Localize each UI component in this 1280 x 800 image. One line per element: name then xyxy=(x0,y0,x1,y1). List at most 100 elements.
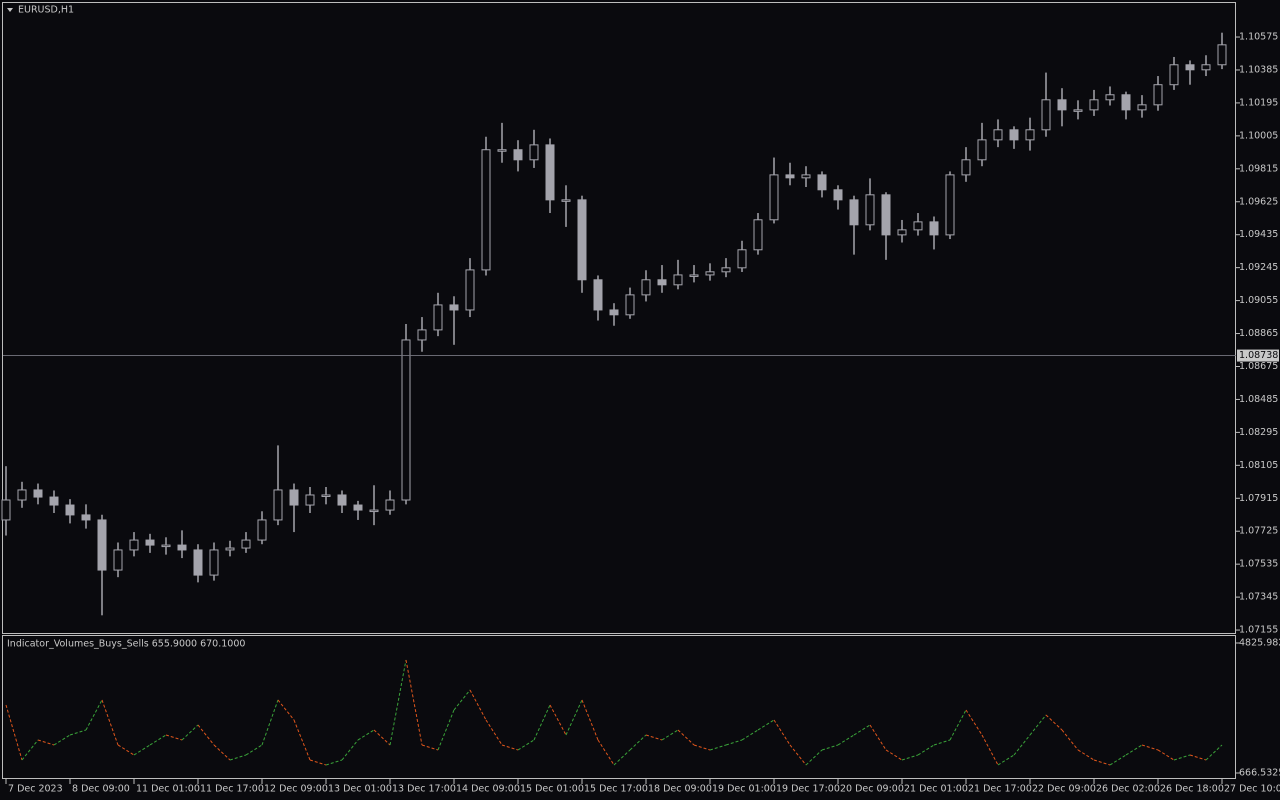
candle-body xyxy=(225,547,235,551)
indicator-segment xyxy=(1061,729,1079,751)
candle-body xyxy=(1105,94,1115,101)
y-tick-label: 1.07345 xyxy=(1239,592,1278,603)
y-tick-label: 1.09245 xyxy=(1239,262,1278,273)
main-pane-frame xyxy=(2,2,1236,634)
indicator-segment xyxy=(1173,754,1191,761)
x-tick-label: 19 Dec 17:00 xyxy=(776,784,840,795)
x-tick-label: 15 Dec 01:00 xyxy=(520,784,584,795)
candle-body xyxy=(1185,64,1195,71)
candle-body xyxy=(353,504,363,511)
indicator-segment xyxy=(21,739,39,761)
candle-body xyxy=(1153,84,1163,106)
indicator-segment xyxy=(1077,749,1095,761)
indicator-segment xyxy=(597,739,615,766)
candle-body xyxy=(657,279,667,286)
indicator-segment xyxy=(1157,749,1175,761)
y-tick-label: 1.08295 xyxy=(1239,427,1278,438)
indicator-segment xyxy=(693,744,711,751)
candle-body xyxy=(513,149,523,161)
candle-body xyxy=(833,189,843,201)
candle-body xyxy=(929,221,939,236)
indicator-segment xyxy=(197,724,215,746)
indicator-segment xyxy=(69,729,87,736)
indicator-segment xyxy=(245,744,263,756)
indicator-segment xyxy=(757,719,775,731)
y-tick-label: 1.07915 xyxy=(1239,493,1278,504)
y-tick-label: 1.10005 xyxy=(1239,130,1278,141)
x-tick-label: 12 Dec 09:00 xyxy=(264,784,328,795)
y-tick-label: 666.5325 xyxy=(1239,768,1280,779)
candle-body xyxy=(881,194,891,236)
candle-body xyxy=(641,279,651,296)
x-tick-label: 22 Dec 09:00 xyxy=(1032,784,1096,795)
candle-body xyxy=(337,494,347,506)
indicator-segment xyxy=(229,754,247,761)
candle-body xyxy=(65,504,75,516)
candle-body xyxy=(849,199,859,226)
indicator-segment xyxy=(277,699,295,721)
indicator-segment xyxy=(501,744,519,751)
indicator-segment xyxy=(309,759,327,766)
x-tick-label: 18 Dec 09:00 xyxy=(648,784,712,795)
indicator-segment xyxy=(725,739,743,746)
y-tick-label: 1.09055 xyxy=(1239,295,1278,306)
y-tick-label: 1.07535 xyxy=(1239,559,1278,570)
indicator-segment xyxy=(901,754,919,761)
candle-body xyxy=(625,294,635,316)
candle-body xyxy=(945,174,955,236)
y-tick-label: 1.08865 xyxy=(1239,328,1278,339)
x-tick-label: 13 Dec 17:00 xyxy=(392,784,456,795)
candle-body xyxy=(961,159,971,176)
candle-body xyxy=(1073,109,1083,112)
candle-body xyxy=(401,339,411,501)
x-tick-label: 8 Dec 09:00 xyxy=(72,784,130,795)
indicator-pane-frame xyxy=(2,635,1236,779)
indicator-segment xyxy=(1013,734,1031,756)
candle-body xyxy=(321,494,331,497)
candle-body xyxy=(801,174,811,179)
candle-body xyxy=(161,544,171,548)
candle-body xyxy=(1,499,11,521)
indicator-segment xyxy=(261,699,279,746)
candle-body xyxy=(177,544,187,551)
indicator-segment xyxy=(149,734,167,746)
candle-body xyxy=(33,489,43,498)
indicator-segment xyxy=(709,744,727,751)
indicator-segment xyxy=(645,734,663,741)
indicator-segment xyxy=(1045,714,1063,731)
candle-body xyxy=(449,304,459,311)
indicator-segment xyxy=(1205,744,1223,761)
candle-body xyxy=(385,499,395,511)
candle-body xyxy=(993,129,1003,141)
candle-body xyxy=(289,489,299,506)
indicator-segment xyxy=(613,749,631,766)
indicator-segment xyxy=(53,734,71,746)
candle-body xyxy=(497,149,507,152)
indicator-segment xyxy=(773,719,791,746)
indicator-segment xyxy=(1093,759,1111,766)
indicator-segment xyxy=(405,659,423,746)
candle-body xyxy=(1057,99,1067,111)
indicator-segment xyxy=(421,744,439,751)
candle-body xyxy=(865,194,875,226)
candle-body xyxy=(689,274,699,277)
candle-body xyxy=(1041,99,1051,131)
indicator-segment xyxy=(917,744,935,756)
candle-body xyxy=(817,174,827,191)
candle-body xyxy=(81,514,91,521)
candle-body xyxy=(1201,64,1211,71)
candle-body xyxy=(417,329,427,341)
indicator-segment xyxy=(1109,754,1127,766)
indicator-segment xyxy=(949,709,967,741)
candle-body xyxy=(673,274,683,286)
indicator-segment xyxy=(997,754,1015,766)
candle-body xyxy=(1137,104,1147,111)
y-tick-label: 1.08485 xyxy=(1239,394,1278,405)
candle-body xyxy=(737,249,747,269)
candle-body xyxy=(241,539,251,549)
indicator-segment xyxy=(517,739,535,751)
symbol-menu-arrow[interactable] xyxy=(7,8,13,12)
candle-body xyxy=(193,549,203,576)
candle-body xyxy=(897,229,907,236)
